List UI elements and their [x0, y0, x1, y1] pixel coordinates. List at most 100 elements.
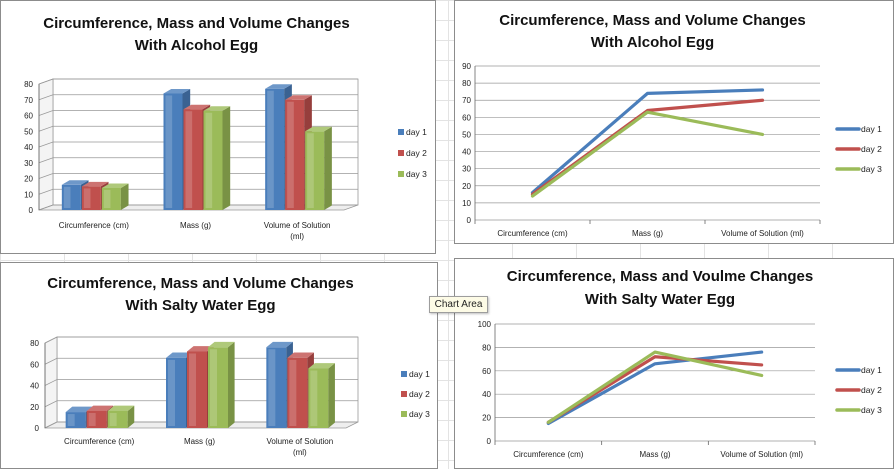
bar-highlight	[210, 349, 217, 426]
bar-highlight	[88, 413, 96, 426]
bar-top	[107, 405, 135, 411]
bar-front	[187, 351, 207, 428]
y-tick-label: 40	[462, 148, 471, 157]
x-tick-label: Volume of Solution (ml)	[720, 450, 803, 459]
x-tick-label: Circumference (cm)	[59, 221, 130, 230]
gridline	[44, 400, 358, 408]
bar-highlight	[267, 90, 274, 208]
plot-area	[494, 323, 816, 445]
bar-highlight	[168, 359, 175, 426]
series-line-1	[530, 88, 765, 195]
x-tick-label: Mass (g)	[639, 450, 670, 459]
gridline	[38, 188, 358, 195]
x-tick-label: Circumference (cm)	[497, 229, 568, 238]
bar-top	[183, 104, 211, 110]
y-tick-label: 60	[24, 112, 33, 121]
bar-top	[61, 180, 89, 185]
chart-salty-bar[interactable]: Circumference, Mass and Volume Changes Wi…	[0, 262, 438, 469]
y-tick-label: 30	[462, 165, 471, 174]
y-tick-label: 0	[487, 437, 492, 446]
plot-area	[474, 65, 821, 224]
gridline	[38, 141, 358, 148]
x-tick-label: Volume of Solution	[264, 221, 331, 230]
bar-front	[107, 411, 128, 428]
bar-front	[65, 412, 86, 428]
series-line-2	[546, 355, 764, 424]
y-tick-label: 90	[462, 62, 471, 71]
x-tick-label: Circumference (cm)	[64, 437, 135, 446]
bar-highlight	[83, 188, 91, 208]
legend-swatch	[398, 150, 404, 156]
bar-highlight	[205, 112, 213, 208]
bar-front	[203, 110, 223, 210]
bar-side	[324, 126, 332, 210]
y-tick-label: 40	[30, 382, 39, 391]
x-tick-label: Circumference (cm)	[513, 450, 584, 459]
gridline	[44, 421, 358, 429]
y-tick-label: 0	[467, 216, 472, 225]
bar-highlight	[289, 359, 297, 426]
legend-label: day 2	[861, 144, 882, 154]
chart-title: Circumference, Mass and Volume Changes	[47, 275, 353, 292]
y-tick-label: 50	[24, 127, 33, 136]
bar-side	[228, 341, 235, 428]
plot-area	[38, 78, 359, 211]
bar-front	[208, 347, 228, 428]
bar-highlight	[63, 186, 71, 208]
y-tick-label: 80	[24, 80, 33, 89]
bar-top	[187, 346, 214, 352]
bar-top	[266, 341, 293, 348]
chart-alcohol-bar[interactable]: Circumference, Mass and Volume Changes Wi…	[0, 0, 436, 254]
bar-front	[285, 99, 305, 210]
legend-label: day 1	[861, 124, 882, 134]
y-tick-label: 20	[462, 182, 471, 191]
bar-side	[328, 363, 335, 428]
legend-label: day 3	[861, 405, 882, 415]
legend-label: day 1	[409, 369, 430, 379]
bar-top	[203, 106, 231, 111]
y-tick-label: 10	[462, 199, 471, 208]
legend-label: day 2	[406, 148, 427, 158]
bar-highlight	[307, 133, 314, 208]
chart-salty-line[interactable]: Circumference, Mass and Voulme Changes Wi…	[454, 258, 894, 469]
bar-side	[127, 405, 135, 428]
gridline	[38, 125, 358, 132]
legend-swatch	[398, 129, 404, 135]
x-tick-label: Volume of Solution	[266, 437, 333, 446]
gridline	[38, 94, 358, 101]
legend-label: day 3	[406, 169, 427, 179]
bar-front	[266, 347, 287, 428]
bar-highlight	[185, 111, 193, 208]
y-tick-label: 50	[462, 130, 471, 139]
legend-label: day 3	[861, 164, 882, 174]
bar-front	[308, 368, 329, 428]
bar-side	[222, 106, 231, 210]
gridline	[44, 336, 358, 344]
gridline	[38, 78, 358, 85]
bar-highlight	[268, 349, 276, 426]
series-line-3	[530, 110, 765, 198]
series-line-3	[546, 350, 764, 424]
y-tick-label: 60	[30, 360, 39, 369]
gridline	[38, 110, 358, 116]
bar-top	[208, 341, 235, 348]
chart-title: With Salty Water Egg	[125, 297, 275, 314]
bar-top	[305, 126, 332, 132]
chart-svg: Circumference, Mass and Voulme Changes Wi…	[478, 268, 882, 459]
bar-highlight	[109, 413, 117, 426]
gridline	[38, 157, 358, 164]
y-tick-label: 40	[482, 390, 491, 399]
y-tick-label: 60	[482, 367, 491, 376]
gridline	[38, 204, 358, 211]
chart-alcohol-line[interactable]: Circumference, Mass and Volume Changes Wi…	[454, 0, 894, 244]
bar-highlight	[67, 414, 75, 426]
bar-highlight	[103, 189, 111, 208]
x-tick-label: (ml)	[293, 448, 307, 457]
x-tick-label: (ml)	[290, 232, 304, 241]
chart-area-tooltip: Chart Area	[429, 296, 488, 313]
y-tick-label: 100	[478, 320, 492, 329]
legend-label: day 3	[409, 409, 430, 419]
y-tick-label: 80	[482, 343, 491, 352]
bar-front	[163, 93, 183, 210]
bar-highlight	[165, 95, 173, 208]
